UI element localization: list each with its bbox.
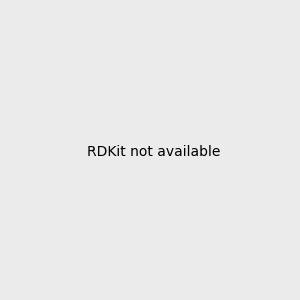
Text: RDKit not available: RDKit not available	[87, 145, 220, 158]
